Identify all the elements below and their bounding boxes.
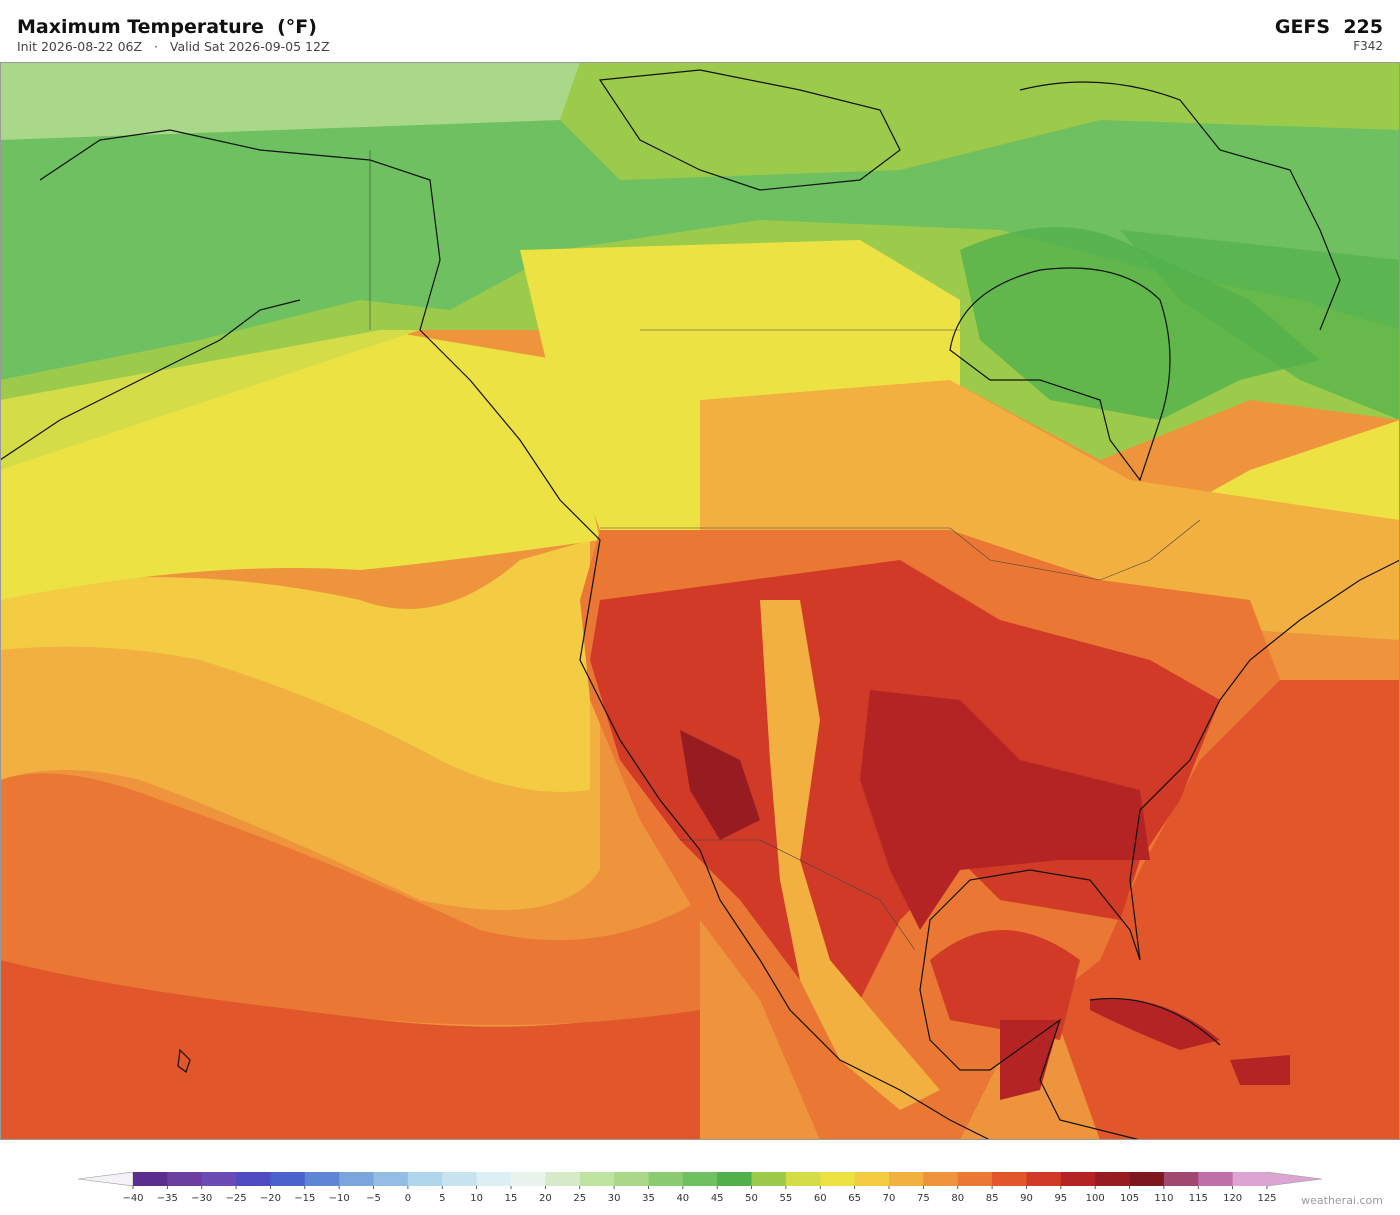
forecast-hour: F342 xyxy=(1353,39,1383,53)
model: GEFS 225 xyxy=(1274,16,1383,38)
colorbar-segment xyxy=(889,1172,924,1186)
colorbar-segment xyxy=(648,1172,684,1186)
colorbar-segment xyxy=(339,1172,375,1186)
colorbar-tick-label: 60 xyxy=(814,1193,827,1204)
colorbar-segment xyxy=(1026,1172,1062,1186)
colorbar-segment xyxy=(785,1172,821,1186)
field xyxy=(1230,1055,1290,1085)
colorbar-tick-label: 50 xyxy=(745,1193,758,1204)
field xyxy=(0,960,700,1140)
colorbar-tick-label: 110 xyxy=(1154,1193,1173,1204)
colorbar-tick-label: −15 xyxy=(294,1193,315,1204)
field xyxy=(680,730,760,840)
field xyxy=(1120,230,1400,420)
colorbar-segment xyxy=(236,1172,271,1186)
colorbar-tick-label: 55 xyxy=(780,1193,793,1204)
colorbar-segment xyxy=(270,1172,306,1186)
colorbar-segment xyxy=(614,1172,649,1186)
borders xyxy=(369,150,1201,951)
colorbar-segment xyxy=(1060,1172,1096,1186)
colorbar-segment xyxy=(992,1172,1027,1186)
colorbar-tick-label: 65 xyxy=(848,1193,861,1204)
colorbar-segment xyxy=(854,1172,890,1186)
field xyxy=(930,930,1080,1040)
field xyxy=(0,62,580,140)
colorbar-tick-label: 70 xyxy=(883,1193,896,1204)
colorbar-segment xyxy=(751,1172,787,1186)
colorbar-tick-label: 100 xyxy=(1086,1193,1105,1204)
colorbar-tick-label: −35 xyxy=(157,1193,178,1204)
colorbar-segment xyxy=(923,1172,959,1186)
watermark: weatherai.com xyxy=(1301,1194,1383,1207)
subtitle: Init 2026-08-22 06Z · Valid Sat 2026-09-… xyxy=(17,39,330,54)
field xyxy=(960,227,1320,420)
colorbar-under xyxy=(77,1171,134,1187)
colorbar-tick-label: 105 xyxy=(1120,1193,1139,1204)
colorbar-tick-label: 115 xyxy=(1189,1193,1208,1204)
colorbar-tick-label: −40 xyxy=(122,1193,143,1204)
field xyxy=(0,120,1400,380)
colorbar-segment xyxy=(442,1172,478,1186)
colorbar-segment xyxy=(820,1172,856,1186)
colorbar-segment xyxy=(1163,1172,1199,1186)
colorbar-tick-label: 35 xyxy=(642,1193,655,1204)
colorbar-tick-label: −10 xyxy=(329,1193,350,1204)
field xyxy=(760,600,940,1110)
field xyxy=(0,540,590,792)
colorbar-segment xyxy=(201,1172,237,1186)
colorbar-segment xyxy=(167,1172,203,1186)
colorbar-tick-label: 80 xyxy=(951,1193,964,1204)
colorbar: −40 −35 −30 −25 −20 −15 −10 −5 0 5 10 15 20 25 30 35 40 4… xyxy=(77,1171,1383,1207)
colorbar-segment xyxy=(304,1172,340,1186)
colorbar-over xyxy=(1266,1171,1323,1187)
colorbar-tick-label: 25 xyxy=(573,1193,586,1204)
colorbar-tick-label: 75 xyxy=(917,1193,930,1204)
map xyxy=(0,62,1400,1140)
colorbar-tick-label: −20 xyxy=(260,1193,281,1204)
field xyxy=(0,773,700,1025)
colorbar-tick-label: 85 xyxy=(986,1193,999,1204)
colorbar-segment xyxy=(717,1172,753,1186)
coastlines xyxy=(0,69,1400,1140)
field xyxy=(1000,1020,1060,1100)
colorbar-tick-label: 90 xyxy=(1020,1193,1033,1204)
colorbar-tick-label: 125 xyxy=(1257,1193,1276,1204)
colorbar-segment xyxy=(1232,1172,1268,1186)
colorbar-segment xyxy=(957,1172,993,1186)
init-time: Init 2026-08-22 06Z xyxy=(17,39,143,54)
colorbar-segment xyxy=(511,1172,546,1186)
colorbar-tick-label: 95 xyxy=(1054,1193,1067,1204)
colorbar-segment xyxy=(373,1172,409,1186)
header: Maximum Temperature (°F) Init 2026-08-22… xyxy=(0,0,1400,62)
colorbar-tick-label: 20 xyxy=(539,1193,552,1204)
field xyxy=(860,690,1150,930)
colorbar-segment xyxy=(476,1172,512,1186)
colorbar-tick-label: 30 xyxy=(608,1193,621,1204)
colorbar-segment xyxy=(133,1172,168,1186)
colorbar-segment xyxy=(682,1172,718,1186)
colorbar-segment xyxy=(1129,1172,1165,1186)
colorbar-tick-label: 120 xyxy=(1223,1193,1242,1204)
colorbar-tick-label: 40 xyxy=(676,1193,689,1204)
colorbar-tick-label: 0 xyxy=(405,1193,411,1204)
colorbar-tick-label: −30 xyxy=(191,1193,212,1204)
colorbar-segment xyxy=(579,1172,615,1186)
title: Maximum Temperature (°F) xyxy=(17,16,317,38)
colorbar-tick-label: −25 xyxy=(226,1193,247,1204)
valid-time: Valid Sat 2026-09-05 12Z xyxy=(169,39,330,54)
colorbar-segment xyxy=(545,1172,581,1186)
field xyxy=(1090,998,1220,1050)
field xyxy=(700,380,1400,640)
colorbar-tick-label: 10 xyxy=(470,1193,483,1204)
colorbar-segment xyxy=(1095,1172,1131,1186)
colorbar-tick-label: −5 xyxy=(366,1193,381,1204)
colorbar-tick-label: 45 xyxy=(711,1193,724,1204)
colorbar-segment xyxy=(407,1172,443,1186)
colorbar-tick-label: 15 xyxy=(505,1193,518,1204)
colorbar-segment xyxy=(1198,1172,1234,1186)
colorbar-tick-label: 5 xyxy=(439,1193,445,1204)
separator: · xyxy=(153,39,158,54)
